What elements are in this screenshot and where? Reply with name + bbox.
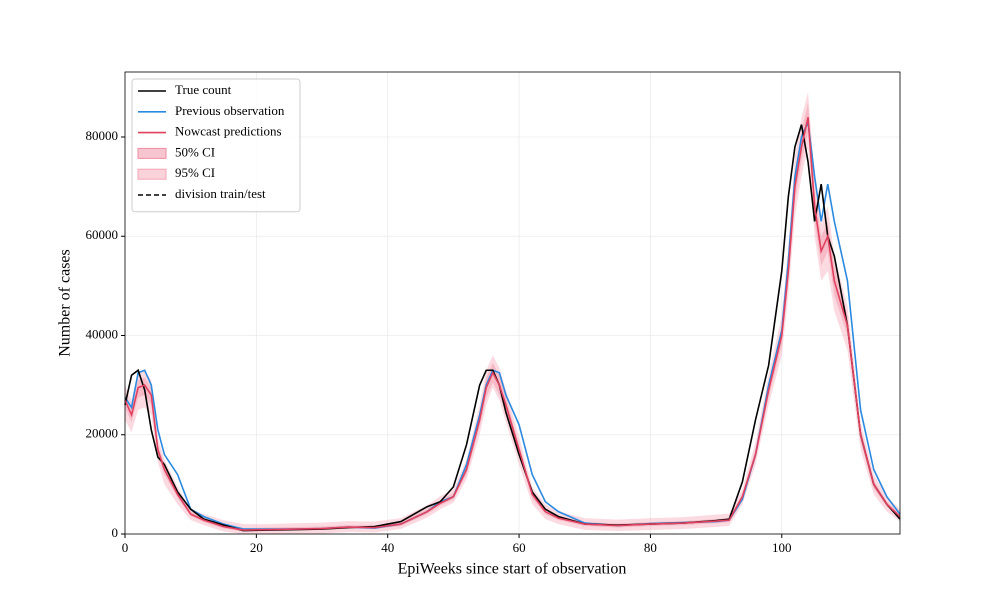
x-tick-label: 0 [122, 540, 129, 555]
legend-label: 50% CI [175, 144, 215, 159]
y-axis-label: Number of cases [57, 249, 74, 357]
y-tick-label: 0 [112, 525, 119, 540]
x-tick-label: 100 [772, 540, 792, 555]
legend-label: Nowcast predictions [175, 124, 282, 139]
x-axis-label: EpiWeeks since start of observation [398, 561, 627, 578]
y-tick-label: 60000 [86, 227, 119, 242]
series-line [124, 116, 901, 531]
legend-swatch [137, 147, 167, 159]
x-tick-label: 40 [381, 540, 394, 555]
x-tick-label: 80 [644, 540, 657, 555]
y-tick-label: 20000 [86, 426, 119, 441]
plot-frame [124, 71, 901, 535]
y-tick-label: 80000 [86, 128, 119, 143]
legend-label: division train/test [175, 186, 266, 201]
x-tick-label: 60 [513, 540, 526, 555]
x-tick-label: 20 [250, 540, 263, 555]
y-tick-label: 40000 [86, 326, 119, 341]
legend-box [131, 78, 301, 213]
legend-label: 95% CI [175, 165, 215, 180]
legend-label: True count [175, 82, 232, 97]
legend-swatch [137, 168, 167, 180]
series-line [124, 124, 901, 532]
legend-label: Previous observation [175, 103, 285, 118]
